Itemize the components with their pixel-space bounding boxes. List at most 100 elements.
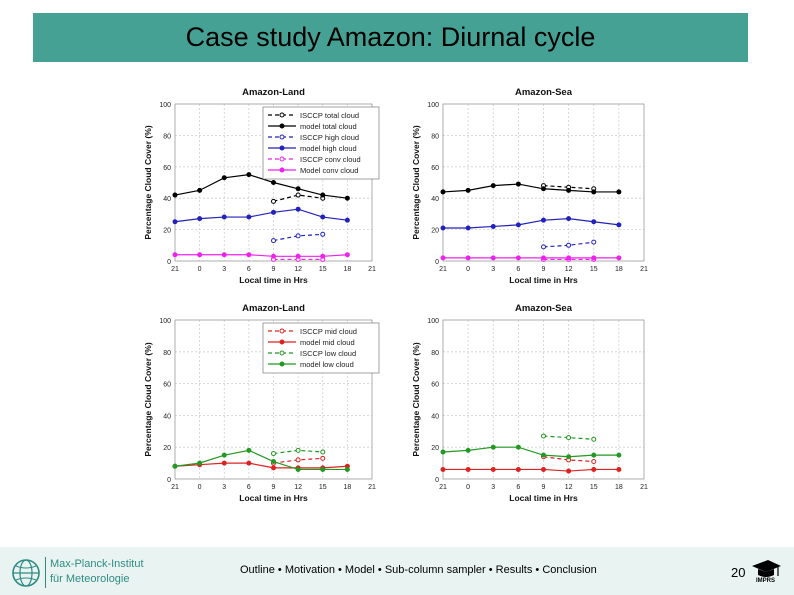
y-tick-label: 20 xyxy=(431,445,439,452)
data-point xyxy=(566,255,572,261)
legend-marker xyxy=(279,167,285,173)
data-point xyxy=(221,252,227,258)
data-point xyxy=(490,183,496,189)
data-point xyxy=(515,466,521,472)
y-tick-label: 0 xyxy=(167,259,171,266)
data-point xyxy=(566,435,572,441)
globe-icon xyxy=(12,559,40,587)
series-line-2 xyxy=(443,468,619,472)
data-point xyxy=(490,466,496,472)
y-tick-label: 20 xyxy=(163,228,171,235)
x-tick-label: 6 xyxy=(247,266,251,273)
legend-marker xyxy=(279,134,285,140)
x-axis-label: Local time in Hrs xyxy=(239,493,308,503)
data-point xyxy=(490,255,496,261)
data-point xyxy=(295,466,301,472)
legend-label: model total cloud xyxy=(300,122,357,131)
data-point xyxy=(246,252,252,258)
data-point xyxy=(344,217,350,223)
y-tick-label: 80 xyxy=(163,133,171,140)
legend-marker xyxy=(279,112,285,118)
x-tick-label: 6 xyxy=(516,484,520,491)
footer-bar xyxy=(0,547,794,595)
y-axis-label: Percentage Cloud Cover (%) xyxy=(143,125,153,239)
page-number: 20 xyxy=(731,565,746,580)
data-point xyxy=(616,466,622,472)
x-tick-label: 9 xyxy=(542,484,546,491)
data-point xyxy=(591,452,597,458)
legend-label: ISCCP mid cloud xyxy=(300,327,357,336)
legend-label: Model conv cloud xyxy=(300,166,358,175)
data-point xyxy=(440,255,446,261)
legend-box xyxy=(262,106,380,180)
series-line-3 xyxy=(543,241,594,248)
x-tick-label: 21 xyxy=(439,484,447,491)
data-point xyxy=(566,454,572,460)
data-point xyxy=(295,206,301,212)
y-tick-label: 20 xyxy=(163,445,171,452)
series-line-4 xyxy=(174,208,348,223)
x-tick-label: 21 xyxy=(640,484,648,491)
legend-label: ISCCP total cloud xyxy=(300,111,359,120)
x-tick-label: 18 xyxy=(343,484,351,491)
chart-title: Amazon-Sea xyxy=(515,303,573,314)
data-point xyxy=(271,209,276,215)
data-point xyxy=(541,217,546,223)
data-point xyxy=(197,187,203,193)
data-point xyxy=(271,198,276,204)
y-tick-label: 80 xyxy=(431,350,439,357)
data-point xyxy=(541,433,546,439)
data-point xyxy=(515,181,521,187)
data-point xyxy=(320,231,326,237)
data-point xyxy=(320,455,326,461)
chart-title: Amazon-Sea xyxy=(515,87,573,98)
data-point xyxy=(541,244,546,250)
data-point xyxy=(566,242,572,248)
data-point xyxy=(271,465,276,471)
data-point xyxy=(591,466,597,472)
x-tick-label: 9 xyxy=(272,484,276,491)
series-line-4 xyxy=(174,449,348,471)
chart-title: Amazon-Land xyxy=(242,303,305,314)
data-point xyxy=(440,225,446,231)
data-point xyxy=(320,214,326,220)
plot-frame xyxy=(174,319,373,480)
plot-frame xyxy=(442,319,645,480)
y-axis-label: Percentage Cloud Cover (%) xyxy=(411,342,421,456)
data-point xyxy=(490,444,496,450)
y-tick-label: 0 xyxy=(435,477,439,484)
x-tick-label: 0 xyxy=(198,484,202,491)
logo-line-2: für Meteorologie xyxy=(50,573,130,585)
series-line-2 xyxy=(174,462,348,469)
legend-marker xyxy=(279,350,285,356)
series-line-1 xyxy=(273,194,323,202)
y-tick-label: 100 xyxy=(159,102,171,109)
y-tick-label: 60 xyxy=(163,165,171,172)
data-point xyxy=(515,222,521,228)
x-tick-label: 15 xyxy=(319,484,327,491)
data-point xyxy=(616,189,622,195)
series-line-1 xyxy=(543,185,594,190)
data-point xyxy=(271,180,276,185)
legend-marker xyxy=(279,328,285,334)
series-line-1 xyxy=(543,456,594,463)
x-tick-label: 3 xyxy=(222,266,226,273)
legend-label: model mid cloud xyxy=(300,338,355,347)
data-point xyxy=(440,449,446,455)
data-point xyxy=(295,457,301,463)
data-point xyxy=(440,189,446,195)
data-point xyxy=(515,444,521,450)
data-point xyxy=(344,466,350,472)
x-axis-label: Local time in Hrs xyxy=(509,275,578,285)
data-point xyxy=(465,466,471,472)
y-tick-label: 60 xyxy=(431,165,439,172)
data-point xyxy=(465,187,471,193)
legend-marker xyxy=(279,156,285,162)
data-point xyxy=(221,452,227,458)
legend-label: model low cloud xyxy=(300,360,354,369)
x-tick-label: 21 xyxy=(171,484,179,491)
data-point xyxy=(246,460,252,466)
x-tick-label: 18 xyxy=(615,266,623,273)
data-point xyxy=(320,449,326,455)
data-point xyxy=(566,216,572,222)
